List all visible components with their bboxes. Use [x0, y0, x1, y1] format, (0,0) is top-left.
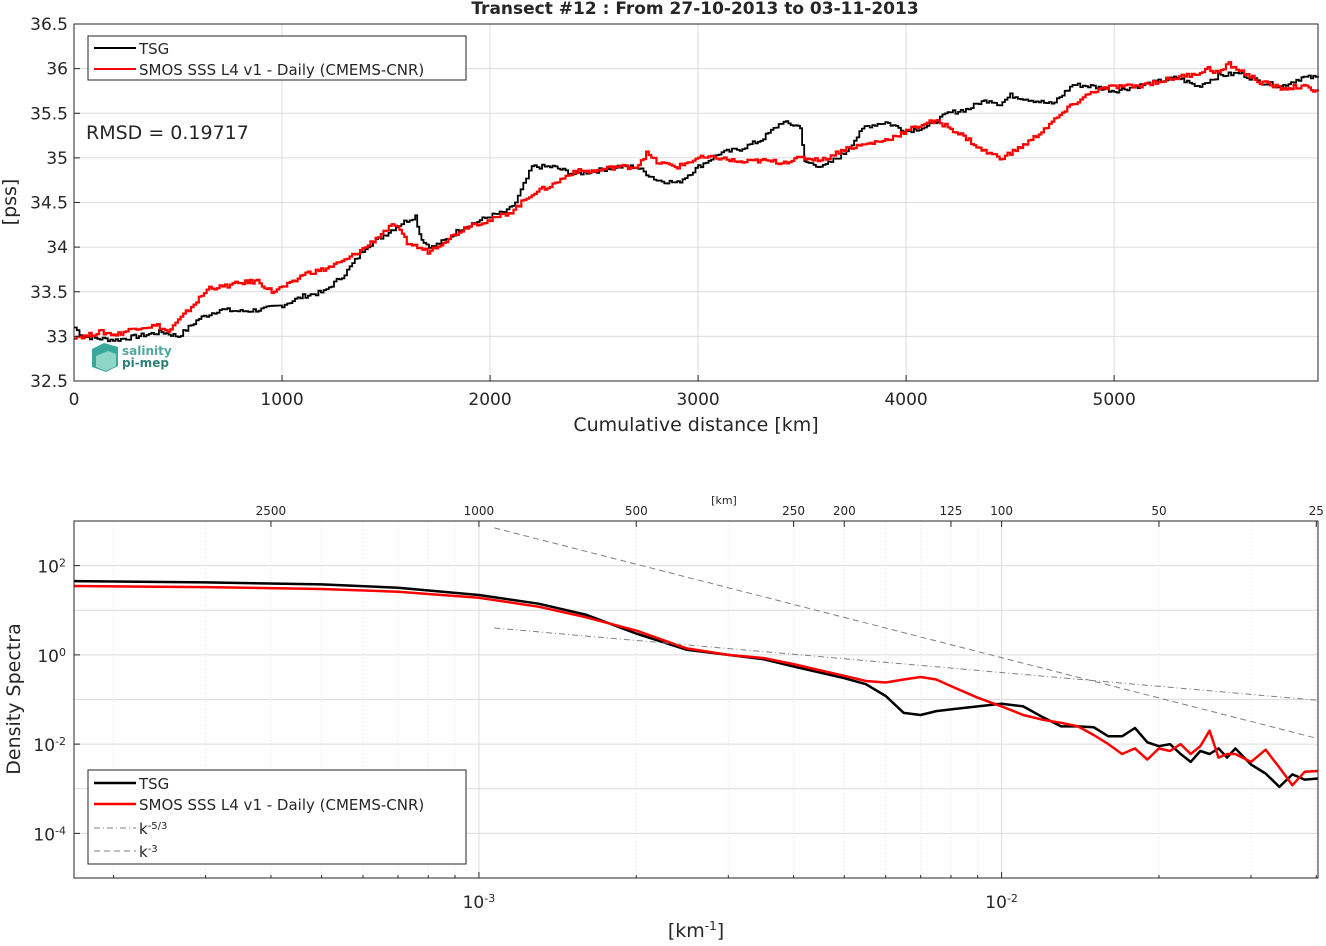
top-y-tick-label: 36.5 [30, 15, 68, 35]
bottom-top-tick-label: 100 [990, 504, 1013, 518]
top-y-axis-label: [pss] [0, 179, 21, 226]
bottom-x-ticks: 10-3 10-2 [113, 872, 1317, 914]
top-y-tick-label: 35.5 [30, 104, 68, 124]
bottom-legend-label-smos: SMOS SSS L4 v1 - Daily (CMEMS-CNR) [139, 796, 424, 814]
bottom-y-tick-label: 102 [37, 556, 66, 578]
top-x-tick-label: 0 [69, 390, 80, 410]
top-y-tick-label: 33 [46, 327, 68, 347]
top-y-tick-label: 32.5 [30, 372, 68, 392]
bottom-top-tick-label: 200 [833, 504, 856, 518]
bottom-top-tick-label: 1000 [464, 504, 495, 518]
top-x-tick-label: 3000 [676, 390, 719, 410]
bottom-series-line-k53 [494, 627, 1319, 701]
top-x-tick-label: 1000 [260, 390, 303, 410]
bottom-top-axis-label: [km] [711, 494, 737, 507]
top-y-tick-label: 33.5 [30, 283, 68, 303]
bottom-y-ticks: 102 100 10-2 10-4 [33, 556, 80, 845]
top-x-ticks: 0 1000 2000 3000 4000 5000 [69, 375, 1136, 410]
logo-text-line2: pi-mep [122, 356, 169, 370]
top-y-tick-label: 34 [46, 238, 68, 258]
top-y-tick-label: 35 [46, 149, 68, 169]
top-legend: TSG SMOS SSS L4 v1 - Daily (CMEMS-CNR) [87, 35, 467, 81]
bottom-series [73, 527, 1319, 789]
bottom-top-tick-label: 50 [1151, 504, 1166, 518]
bottom-top-tick-label: 2500 [256, 504, 287, 518]
bottom-top-tick-label: 500 [625, 504, 648, 518]
bottom-legend-label-k3: k-3 [139, 843, 158, 861]
top-x-tick-label: 5000 [1093, 390, 1136, 410]
top-x-tick-label: 2000 [468, 390, 511, 410]
top-x-tick-label: 4000 [884, 390, 927, 410]
bottom-x-axis-label: [km-1] [668, 919, 724, 942]
rmsd-annotation: RMSD = 0.19717 [86, 122, 249, 144]
top-x-axis-label: Cumulative distance [km] [573, 414, 818, 436]
bottom-legend-label-k53: k-5/3 [139, 820, 167, 838]
bottom-top-km-ticks: 2500 1000 500 250 200 125 100 50 25 [256, 504, 1324, 527]
bottom-series-line-smos [73, 584, 1319, 787]
top-series-line-smos [74, 61, 1320, 340]
top-y-tick-label: 34.5 [30, 194, 68, 214]
bottom-axes-box [73, 520, 1319, 879]
top-panel: Transect #12 : From 27-10-2013 to 03-11-… [0, 0, 1320, 436]
bottom-series-line-tsg [73, 579, 1319, 789]
bottom-y-axis-label: Density Spectra [3, 623, 25, 774]
top-legend-label-smos: SMOS SSS L4 v1 - Daily (CMEMS-CNR) [139, 61, 424, 79]
top-legend-label-tsg: TSG [138, 40, 169, 58]
bottom-legend-label-tsg: TSG [138, 775, 169, 793]
logo-text-line1: salinity [122, 344, 172, 358]
bottom-top-tick-label: 250 [782, 504, 805, 518]
bottom-y-tick-label: 10-2 [33, 735, 66, 757]
bottom-top-tick-label: 125 [940, 504, 963, 518]
bottom-x-tick-label: 10-2 [985, 892, 1018, 914]
top-y-tick-label: 36 [46, 60, 68, 80]
bottom-panel: 102 100 10-2 10-4 10-3 10-2 2500 1000 500 250 20… [3, 494, 1324, 942]
salinity-pi-mep-logo: salinity pi-mep [92, 343, 172, 372]
bottom-top-tick-label: 25 [1309, 504, 1324, 518]
bottom-series-line-k3 [494, 527, 1319, 740]
top-y-ticks: 32.5 33 33.5 34 34.5 35 35.5 36 36.5 [30, 15, 80, 392]
top-series-line-tsg [74, 71, 1319, 343]
bottom-y-tick-label: 10-4 [33, 824, 66, 846]
bottom-x-tick-label: 10-3 [463, 892, 496, 914]
top-chart-title: Transect #12 : From 27-10-2013 to 03-11-… [471, 0, 918, 19]
bottom-y-tick-label: 100 [37, 645, 66, 667]
top-series [74, 61, 1320, 343]
bottom-legend: TSG SMOS SSS L4 v1 - Daily (CMEMS-CNR) k… [87, 769, 467, 865]
